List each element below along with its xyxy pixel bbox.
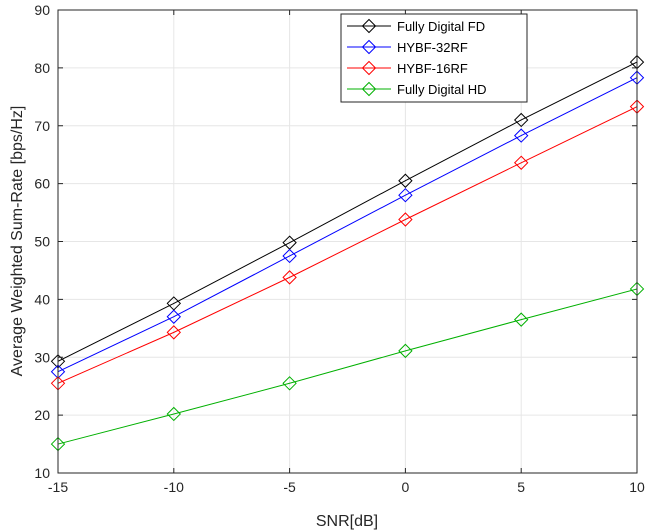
data-point — [398, 212, 413, 227]
legend-label: Fully Digital HD — [397, 82, 487, 97]
data-point — [282, 270, 297, 285]
legend-item: HYBF-32RF — [347, 39, 468, 55]
legend-marker — [361, 60, 377, 76]
legend-box — [340, 13, 528, 103]
series-line — [57, 288, 638, 445]
data-point — [166, 325, 182, 340]
x-tick-label: -15 — [48, 479, 68, 495]
data-point — [398, 173, 413, 188]
legend-label: HYBF-32RF — [397, 40, 468, 55]
y-axis-label: Average Weighted Sum-Rate [bps/Hz] — [9, 106, 26, 377]
x-tick-label: 10 — [629, 479, 645, 495]
legend-item: HYBF-16RF — [347, 60, 468, 76]
data-point — [166, 309, 182, 324]
legend-marker — [361, 39, 377, 55]
data-point — [398, 343, 413, 359]
legend-label: Fully Digital FD — [397, 19, 485, 34]
x-tick-label: -5 — [283, 479, 296, 495]
x-tick-label: 5 — [517, 479, 525, 495]
data-point — [513, 155, 529, 170]
y-tick-label: 70 — [34, 118, 50, 134]
series-line — [57, 77, 638, 373]
data-point — [513, 128, 529, 143]
y-tick-label: 50 — [34, 234, 50, 250]
series-line — [57, 61, 638, 362]
y-tick-label: 60 — [34, 176, 50, 192]
y-tick-label: 30 — [34, 349, 50, 365]
data-point — [282, 376, 297, 391]
legend-label: HYBF-16RF — [397, 61, 468, 76]
series-line — [57, 106, 638, 384]
data-point — [513, 312, 529, 327]
series-layer — [50, 54, 645, 452]
legend-item: Fully Digital HD — [347, 81, 487, 97]
data-point — [398, 187, 413, 203]
x-axis-label: SNR[dB] — [316, 513, 378, 530]
legend: Fully Digital FD HYBF-32RF HYBF-16RF Fully … — [340, 13, 528, 103]
y-tick-label: 80 — [34, 60, 50, 76]
legend-marker — [361, 81, 377, 97]
data-point — [513, 112, 529, 128]
y-tick-label: 20 — [34, 407, 50, 423]
y-tick-label: 90 — [34, 2, 50, 18]
y-tick-label: 10 — [34, 465, 50, 481]
data-point — [282, 248, 297, 264]
y-tick-label: 40 — [34, 291, 50, 307]
legend-item: Fully Digital FD — [347, 18, 485, 34]
x-tick-label: -10 — [164, 479, 184, 495]
legend-marker — [361, 18, 377, 34]
axis-ticks: -15 -10 -5 0 5 10 10 20 30 40 50 60 70 80 90 — [34, 2, 645, 495]
data-point — [166, 406, 182, 422]
series-3 — [50, 281, 645, 452]
x-tick-label: 0 — [402, 479, 410, 495]
